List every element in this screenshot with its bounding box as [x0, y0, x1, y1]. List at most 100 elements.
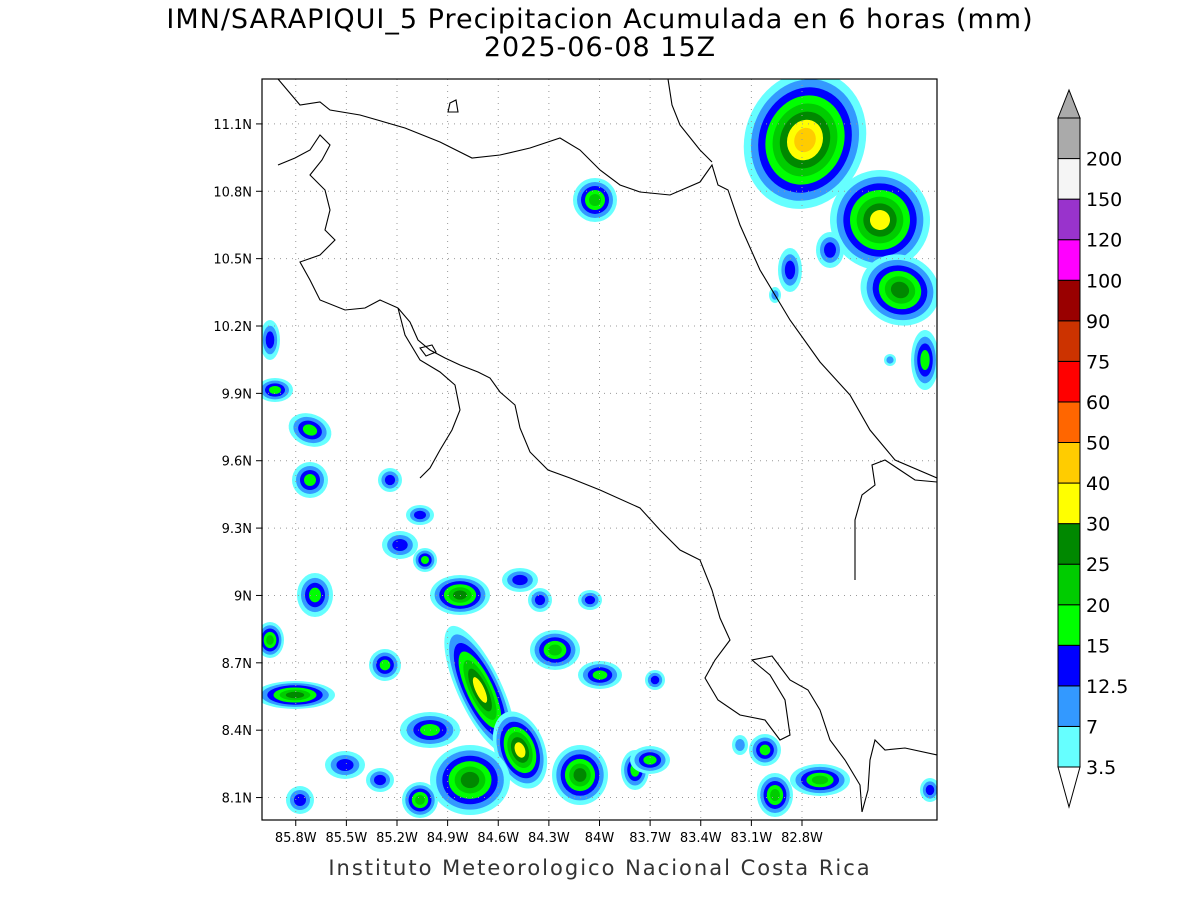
colorbar-legend: 3.5 7 12.5 15 20 25 30 40 50 60 75 90 100 120 150 200 [1057, 88, 1128, 809]
colorbar-swatch [1057, 442, 1081, 484]
lon-tick-label: 83.4W [680, 831, 722, 846]
precip-contour [415, 795, 425, 805]
precip-contour [573, 768, 587, 782]
precip-contour [794, 127, 816, 153]
colorbar-level-label: 90 [1086, 311, 1110, 333]
colorbar-level-label: 50 [1086, 433, 1110, 455]
precip-contour [266, 635, 274, 645]
lon-tick-label: 83.7W [629, 831, 671, 846]
osa-coast [861, 738, 937, 813]
lat-tick-label: 9N [234, 589, 252, 604]
colorbar-swatch [1057, 117, 1081, 160]
precip-contour [920, 350, 930, 370]
precip-contour [309, 587, 321, 603]
lat-tick-label: 11.1N [213, 118, 252, 133]
island [419, 344, 437, 357]
precip-contour [302, 424, 318, 436]
colorbar-level-label: 200 [1086, 149, 1122, 171]
precip-contour [584, 595, 596, 605]
colorbar-top-arrow [1057, 88, 1081, 119]
panama-border [854, 459, 937, 580]
colorbar-level-label: 3.5 [1086, 757, 1116, 779]
lat-tick-label: 8.7N [222, 657, 252, 672]
precip-contour [811, 775, 829, 785]
map-subtitle-datetime: 2025-06-08 15Z [483, 32, 717, 63]
precip-contour [294, 794, 306, 806]
colorbar-level-label: 15 [1086, 635, 1110, 657]
colorbar-swatch [1057, 320, 1081, 362]
colorbar-swatch [1057, 604, 1081, 646]
precip-contour [460, 771, 480, 789]
lon-tick-label: 85.2W [376, 831, 418, 846]
colorbar-bottom-arrow [1057, 766, 1081, 809]
lon-tick-label: 84.6W [477, 831, 519, 846]
nicoya-gulf-coast [397, 307, 863, 813]
colorbar-level-label: 120 [1086, 230, 1122, 252]
precip-contour [759, 744, 771, 756]
colorbar-level-label: 7 [1086, 716, 1098, 738]
colorbar-swatch [1057, 482, 1081, 525]
lon-tick-label: 85.5W [325, 831, 367, 846]
precip-contour [304, 474, 316, 486]
precip-contour [269, 386, 281, 394]
colorbar-swatch [1057, 360, 1081, 403]
precip-contour [514, 742, 526, 758]
precip-contour [534, 594, 546, 606]
colorbar-level-label: 25 [1086, 554, 1110, 576]
lat-tick-label: 9.6N [222, 455, 252, 470]
lon-tick-label: 84W [585, 831, 615, 846]
colorbar-level-label: 100 [1086, 270, 1122, 292]
lat-tick-label: 9.3N [222, 522, 252, 537]
nicaragua-caribbean-coast [667, 79, 713, 163]
precip-contour [265, 331, 275, 349]
lat-tick-label: 8.1N [222, 792, 252, 807]
nicaragua-border-coastline [277, 79, 937, 479]
lat-tick-label: 10.8N [213, 185, 252, 200]
precip-contour [285, 691, 305, 699]
precip-contour [548, 644, 562, 656]
colorbar-level-label: 20 [1086, 595, 1110, 617]
precip-contour [379, 659, 391, 671]
colorbar-level-label: 12.5 [1086, 676, 1128, 698]
precip-contour [414, 510, 426, 520]
lon-tick-label: 84.9W [427, 831, 469, 846]
colorbar-swatch [1057, 158, 1081, 200]
lon-tick-label: 83.1W [730, 831, 772, 846]
precip-contour [784, 260, 796, 280]
precip-contour [384, 474, 396, 486]
precip-contour [421, 556, 429, 564]
colorbar-level-label: 40 [1086, 473, 1110, 495]
colorbar-swatch [1057, 563, 1081, 606]
nicoya-peninsula-west [397, 307, 461, 479]
colorbar-level-label: 30 [1086, 514, 1110, 536]
coastline [277, 79, 937, 813]
colorbar-level-label: 60 [1086, 392, 1110, 414]
colorbar-level-label: 75 [1086, 351, 1110, 373]
precip-contour [643, 755, 657, 765]
map-title: IMN/SARAPIQUI_5 Precipitacion Acumulada … [166, 4, 1034, 35]
precipitation-field [262, 79, 937, 818]
precip-contour [392, 539, 408, 551]
colorbar-swatch [1057, 725, 1081, 768]
colorbar-swatch [1057, 685, 1081, 727]
lon-tick-label: 82.8W [781, 831, 823, 846]
guanacaste-coast [277, 134, 399, 311]
colorbar-swatch [1057, 239, 1081, 281]
lake-isle [447, 99, 459, 113]
precip-contour [824, 242, 836, 258]
lon-tick-label: 84.3W [528, 831, 570, 846]
precip-contour [890, 281, 910, 299]
colorbar-swatch [1057, 523, 1081, 565]
footer-credit: Instituto Meteorologico Nacional Costa R… [328, 856, 872, 880]
colorbar-swatch [1057, 644, 1081, 687]
precip-contour [592, 670, 608, 680]
precip-contour [336, 759, 354, 771]
colorbar-swatch [1057, 401, 1081, 443]
precip-contour [472, 677, 488, 703]
lat-tick-label: 8.4N [222, 724, 252, 739]
lat-tick-label: 9.9N [222, 387, 252, 402]
precip-contour [512, 574, 528, 586]
precip-contour [589, 194, 601, 206]
precip-contour [374, 774, 386, 786]
